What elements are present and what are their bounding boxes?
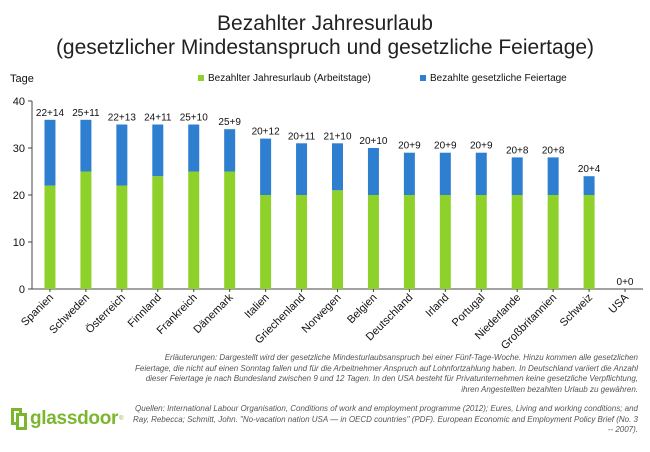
- bar-segment-holidays: [367, 148, 379, 195]
- x-tick-label: Italien: [242, 292, 271, 321]
- data-label: 20+8: [506, 145, 529, 156]
- legend-swatch: [420, 75, 426, 81]
- data-label: 22+13: [108, 113, 137, 124]
- bar-segment-holidays: [583, 176, 595, 195]
- data-label: 25+11: [72, 108, 100, 119]
- bar-segment-holidays: [260, 138, 272, 195]
- chart-title: Bezahlter Jahresurlaub (gesetzlicher Min…: [0, 12, 650, 60]
- x-tick-label: Irland: [423, 292, 451, 320]
- bar-segment-annual-leave: [439, 195, 451, 289]
- data-label: 0+0: [617, 277, 634, 288]
- data-label: 24+11: [144, 113, 172, 124]
- bar-segment-holidays: [152, 124, 164, 177]
- bar-segment-holidays: [116, 124, 128, 186]
- y-tick-label: 30: [13, 143, 25, 155]
- x-tick-label: Norwegen: [300, 292, 344, 336]
- data-label: 25+10: [180, 113, 209, 124]
- bar-segment-holidays: [511, 157, 523, 195]
- data-label: 21+10: [323, 131, 352, 142]
- bar-segment-annual-leave: [116, 185, 128, 289]
- x-tick-label: Österreich: [84, 292, 128, 336]
- data-label: 20+9: [470, 141, 493, 152]
- data-label: 25+9: [218, 117, 241, 128]
- bar-segment-holidays: [439, 152, 451, 195]
- data-label: 22+14: [36, 108, 65, 119]
- bar-segment-annual-leave: [332, 190, 343, 289]
- bar-segment-annual-leave: [80, 171, 92, 289]
- legend-label: Bezahlter Jahresurlaub (Arbeitstage): [208, 73, 371, 84]
- data-label: 20+9: [434, 141, 457, 152]
- x-tick-label: Dänemark: [191, 291, 236, 336]
- bar-segment-annual-leave: [547, 195, 559, 289]
- x-tick-label: USA: [607, 291, 632, 316]
- data-label: 20+8: [542, 145, 565, 156]
- bar-segment-holidays: [475, 152, 487, 195]
- y-tick-label: 20: [13, 190, 25, 202]
- bar-segment-holidays: [296, 143, 308, 195]
- bar-segment-annual-leave: [188, 171, 200, 289]
- chart-title-line2: (gesetzlicher Mindestanspruch und gesetz…: [55, 36, 595, 59]
- legend-label: Bezahlte gesetzliche Feiertage: [430, 73, 567, 84]
- bar-segment-holidays: [80, 119, 92, 172]
- bar-segment-holidays: [332, 143, 343, 191]
- bar-segment-holidays: [44, 119, 56, 186]
- bar-segment-annual-leave: [583, 195, 595, 289]
- bar-segment-annual-leave: [44, 185, 56, 289]
- x-tick-label: Spanien: [19, 292, 56, 329]
- bar-segment-annual-leave: [260, 195, 272, 289]
- explanation-note: Erläuterungen: Dargestellt wird der gese…: [135, 353, 638, 394]
- y-tick-label: 40: [13, 96, 25, 108]
- data-label: 20+4: [578, 164, 601, 175]
- bar-segment-holidays: [403, 152, 415, 195]
- bar-segment-annual-leave: [152, 176, 164, 289]
- x-tick-label: Schweiz: [558, 292, 595, 329]
- bar-segment-annual-leave: [475, 195, 487, 289]
- chart-title-line1: Bezahlter Jahresurlaub: [217, 12, 433, 35]
- data-label: 20+11: [288, 131, 316, 142]
- glassdoor-logo-text: glassdoor: [30, 408, 119, 429]
- data-label: 20+10: [359, 136, 388, 147]
- bar-segment-annual-leave: [403, 195, 415, 289]
- bar-segment-annual-leave: [296, 195, 308, 289]
- stacked-bar-chart: 0 10 20 30 40 Tage Bezahlter Jahresurlaub (Arb…: [10, 73, 643, 350]
- data-label: 20+12: [252, 127, 281, 138]
- bar-segment-holidays: [188, 124, 200, 172]
- sources-note: Quellen: International Labour Organisati…: [133, 404, 638, 434]
- bar-segment-holidays: [547, 157, 559, 195]
- y-tick-label: 10: [13, 237, 25, 249]
- y-axis-label: Tage: [10, 73, 34, 85]
- legend-swatch: [198, 75, 204, 81]
- glassdoor-logo-icon: [11, 408, 27, 430]
- bar-segment-annual-leave: [511, 195, 523, 289]
- y-tick-label: 0: [19, 284, 25, 296]
- glassdoor-logo-reg: ®: [119, 416, 124, 422]
- x-tick-label: Belgien: [345, 292, 379, 326]
- bar-segment-holidays: [224, 129, 236, 172]
- data-label: 20+9: [398, 141, 421, 152]
- bar-segment-annual-leave: [224, 171, 236, 289]
- bar-segment-annual-leave: [367, 195, 379, 289]
- glassdoor-logo: glassdoor ®: [11, 408, 124, 430]
